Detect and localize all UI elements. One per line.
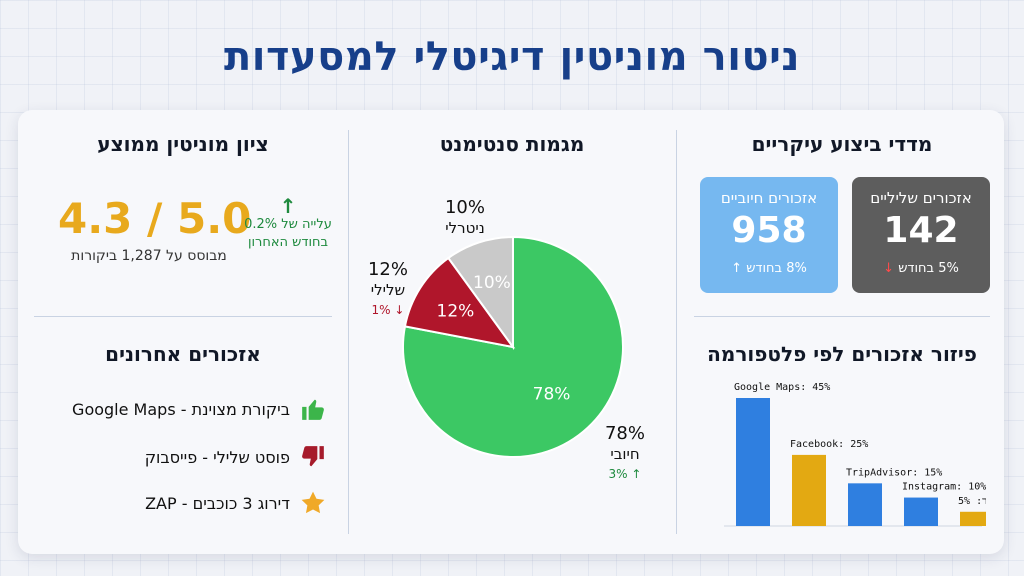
platforms-section-title: פיזור אזכורים לפי פלטפורמה bbox=[707, 342, 977, 366]
bar-label-4: אחר: 5% bbox=[958, 496, 986, 507]
negative-label: 12% שלילי ↓ 1% bbox=[354, 260, 422, 320]
positive-label-change: ↑ 3% bbox=[608, 467, 642, 481]
kpi-change: 5% בחודש ↓ bbox=[852, 261, 990, 276]
negative-mentions-kpi: אזכורים שליליים 142 5% בחודש ↓ bbox=[852, 177, 990, 293]
neutral-label-name: ניטרלי bbox=[445, 219, 485, 237]
kpi-section-title: מדדי ביצוע עיקריים bbox=[751, 132, 933, 156]
thumbs-up-icon bbox=[298, 394, 328, 424]
pie-slice-label-2: 10% bbox=[473, 273, 511, 293]
bar-1 bbox=[792, 454, 826, 526]
mention-text: ביקורת מצוינת - Google Maps bbox=[72, 399, 290, 419]
mention-text: דירוג 3 כוכבים - ZAP bbox=[145, 493, 290, 513]
star-icon bbox=[298, 488, 328, 518]
bar-2 bbox=[848, 483, 882, 526]
kpi-change: 8% בחודש ↑ bbox=[700, 261, 838, 276]
kpi-value: 142 bbox=[883, 210, 959, 251]
positive-label-percent: 78% bbox=[604, 423, 645, 444]
mention-item[interactable]: ביקורת מצוינת - Google Maps bbox=[28, 394, 328, 424]
bar-label-0: Google Maps: 45% bbox=[734, 382, 830, 393]
kpi-label: אזכורים חיוביים bbox=[720, 189, 818, 207]
mentions-section-title: אזכורים אחרונים bbox=[105, 342, 261, 366]
reviews-count: מבוסס על 1,287 ביקורות bbox=[71, 248, 227, 264]
kpi-label: אזכורים שליליים bbox=[870, 189, 972, 207]
thumbs-down-icon bbox=[298, 442, 328, 472]
trend-line-2: בחודש האחרון bbox=[247, 235, 329, 250]
negative-label-change: ↓ 1% bbox=[371, 303, 405, 317]
mention-item[interactable]: דירוג 3 כוכבים - ZAP bbox=[28, 488, 328, 518]
reputation-score: 4.3 / 5.0 bbox=[58, 194, 252, 243]
arrow-up-icon: ↑ bbox=[279, 194, 297, 218]
kpi-change-text: 8% בחודש bbox=[746, 261, 807, 276]
positive-label-name: חיובי bbox=[610, 445, 640, 463]
reputation-section-title: ציון מוניטין ממוצע bbox=[97, 132, 269, 156]
bar-label-2: TripAdvisor: 15% bbox=[846, 467, 942, 478]
reputation-trend: ↑ עלייה של 0.2% בחודש האחרון bbox=[244, 196, 332, 252]
mention-item[interactable]: פוסט שלילי - פייסבוק bbox=[28, 442, 328, 472]
positive-mentions-kpi: אזכורים חיוביים 958 8% בחודש ↑ bbox=[700, 177, 838, 293]
pie-slice-label-0: 78% bbox=[533, 385, 571, 405]
kpi-value: 958 bbox=[731, 210, 807, 251]
neutral-label: 10% ניטרלי bbox=[430, 198, 500, 238]
arrow-up-icon: ↑ bbox=[731, 261, 743, 276]
kpi-change-text: 5% בחודש bbox=[898, 261, 959, 276]
row-divider-right bbox=[694, 316, 990, 317]
sentiment-section-title: מגמות סנטימנט bbox=[439, 132, 585, 156]
platform-bar-chart: Google Maps: 45% Facebook: 25% TripAdvisor… bbox=[724, 382, 986, 527]
negative-label-name: שלילי bbox=[370, 281, 406, 299]
column-divider-left bbox=[348, 130, 349, 534]
bar-label-3: Instagram: 10% bbox=[902, 482, 986, 493]
page-title: ניטור מוניטין דיגיטלי למסעדות bbox=[223, 34, 801, 80]
row-divider-left bbox=[34, 316, 332, 317]
bar-3 bbox=[904, 497, 938, 526]
bar-0 bbox=[736, 398, 770, 526]
sentiment-pie-chart: 78% 12% 10% bbox=[402, 235, 624, 458]
bar-4 bbox=[960, 511, 986, 526]
mention-text: פוסט שלילי - פייסבוק bbox=[144, 447, 290, 467]
pie-slice-label-1: 12% bbox=[437, 301, 475, 321]
bar-label-1: Facebook: 25% bbox=[790, 439, 868, 450]
negative-label-percent: 12% bbox=[367, 259, 408, 280]
arrow-down-icon: ↓ bbox=[883, 261, 895, 276]
trend-line-1: עלייה של 0.2% bbox=[244, 217, 332, 232]
pie-slice-2 bbox=[446, 235, 514, 351]
dashboard-card: מדדי ביצוע עיקריים אזכורים שליליים 142 5… bbox=[18, 110, 1004, 554]
pie-slice-1 bbox=[403, 256, 516, 349]
column-divider-right bbox=[676, 130, 677, 534]
neutral-label-percent: 10% bbox=[444, 197, 485, 218]
positive-label: 78% חיובי ↑ 3% bbox=[590, 424, 660, 484]
